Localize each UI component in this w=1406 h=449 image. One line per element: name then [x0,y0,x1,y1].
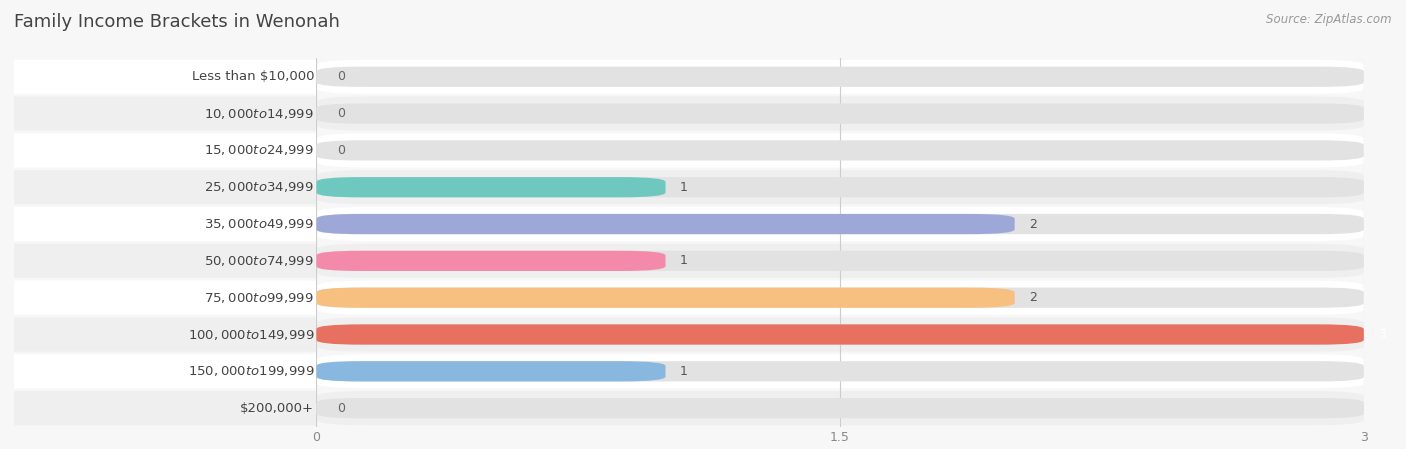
FancyBboxPatch shape [316,251,1364,271]
FancyBboxPatch shape [14,97,323,131]
Text: 0: 0 [337,107,346,120]
FancyBboxPatch shape [14,207,323,241]
FancyBboxPatch shape [316,398,1364,418]
FancyBboxPatch shape [316,287,1364,308]
FancyBboxPatch shape [316,391,1364,425]
Text: Source: ZipAtlas.com: Source: ZipAtlas.com [1267,13,1392,26]
FancyBboxPatch shape [316,244,1364,278]
FancyBboxPatch shape [316,103,1364,124]
Text: Family Income Brackets in Wenonah: Family Income Brackets in Wenonah [14,13,340,31]
Text: 2: 2 [1029,218,1036,230]
Text: 3: 3 [1378,328,1386,341]
Text: 0: 0 [337,144,346,157]
FancyBboxPatch shape [316,317,1364,352]
Text: $150,000 to $199,999: $150,000 to $199,999 [187,364,314,379]
FancyBboxPatch shape [316,140,1364,161]
FancyBboxPatch shape [316,207,1364,241]
Text: 0: 0 [337,402,346,414]
FancyBboxPatch shape [316,177,665,198]
FancyBboxPatch shape [316,251,665,271]
FancyBboxPatch shape [14,391,323,425]
Text: $10,000 to $14,999: $10,000 to $14,999 [204,106,314,121]
FancyBboxPatch shape [14,133,323,167]
FancyBboxPatch shape [14,60,323,94]
FancyBboxPatch shape [316,60,1364,94]
FancyBboxPatch shape [316,214,1015,234]
Text: 0: 0 [337,70,346,83]
FancyBboxPatch shape [316,354,1364,388]
FancyBboxPatch shape [316,287,1015,308]
FancyBboxPatch shape [316,324,1364,345]
Text: $200,000+: $200,000+ [240,402,314,414]
FancyBboxPatch shape [316,133,1364,167]
Text: $15,000 to $24,999: $15,000 to $24,999 [204,143,314,158]
Text: 1: 1 [679,255,688,267]
Text: 1: 1 [679,365,688,378]
Text: $100,000 to $149,999: $100,000 to $149,999 [187,327,314,342]
FancyBboxPatch shape [316,97,1364,131]
Text: Less than $10,000: Less than $10,000 [191,70,314,83]
FancyBboxPatch shape [14,281,323,315]
FancyBboxPatch shape [316,324,1364,345]
FancyBboxPatch shape [316,361,665,382]
Text: 2: 2 [1029,291,1036,304]
FancyBboxPatch shape [14,170,323,204]
Text: 1: 1 [679,181,688,194]
FancyBboxPatch shape [316,281,1364,315]
FancyBboxPatch shape [14,317,323,352]
FancyBboxPatch shape [316,214,1364,234]
Text: $25,000 to $34,999: $25,000 to $34,999 [204,180,314,194]
FancyBboxPatch shape [316,170,1364,204]
FancyBboxPatch shape [14,354,323,388]
FancyBboxPatch shape [316,177,1364,198]
FancyBboxPatch shape [316,361,1364,382]
Text: $35,000 to $49,999: $35,000 to $49,999 [204,217,314,231]
FancyBboxPatch shape [14,244,323,278]
Text: $50,000 to $74,999: $50,000 to $74,999 [204,254,314,268]
FancyBboxPatch shape [316,66,1364,87]
Text: $75,000 to $99,999: $75,000 to $99,999 [204,291,314,305]
